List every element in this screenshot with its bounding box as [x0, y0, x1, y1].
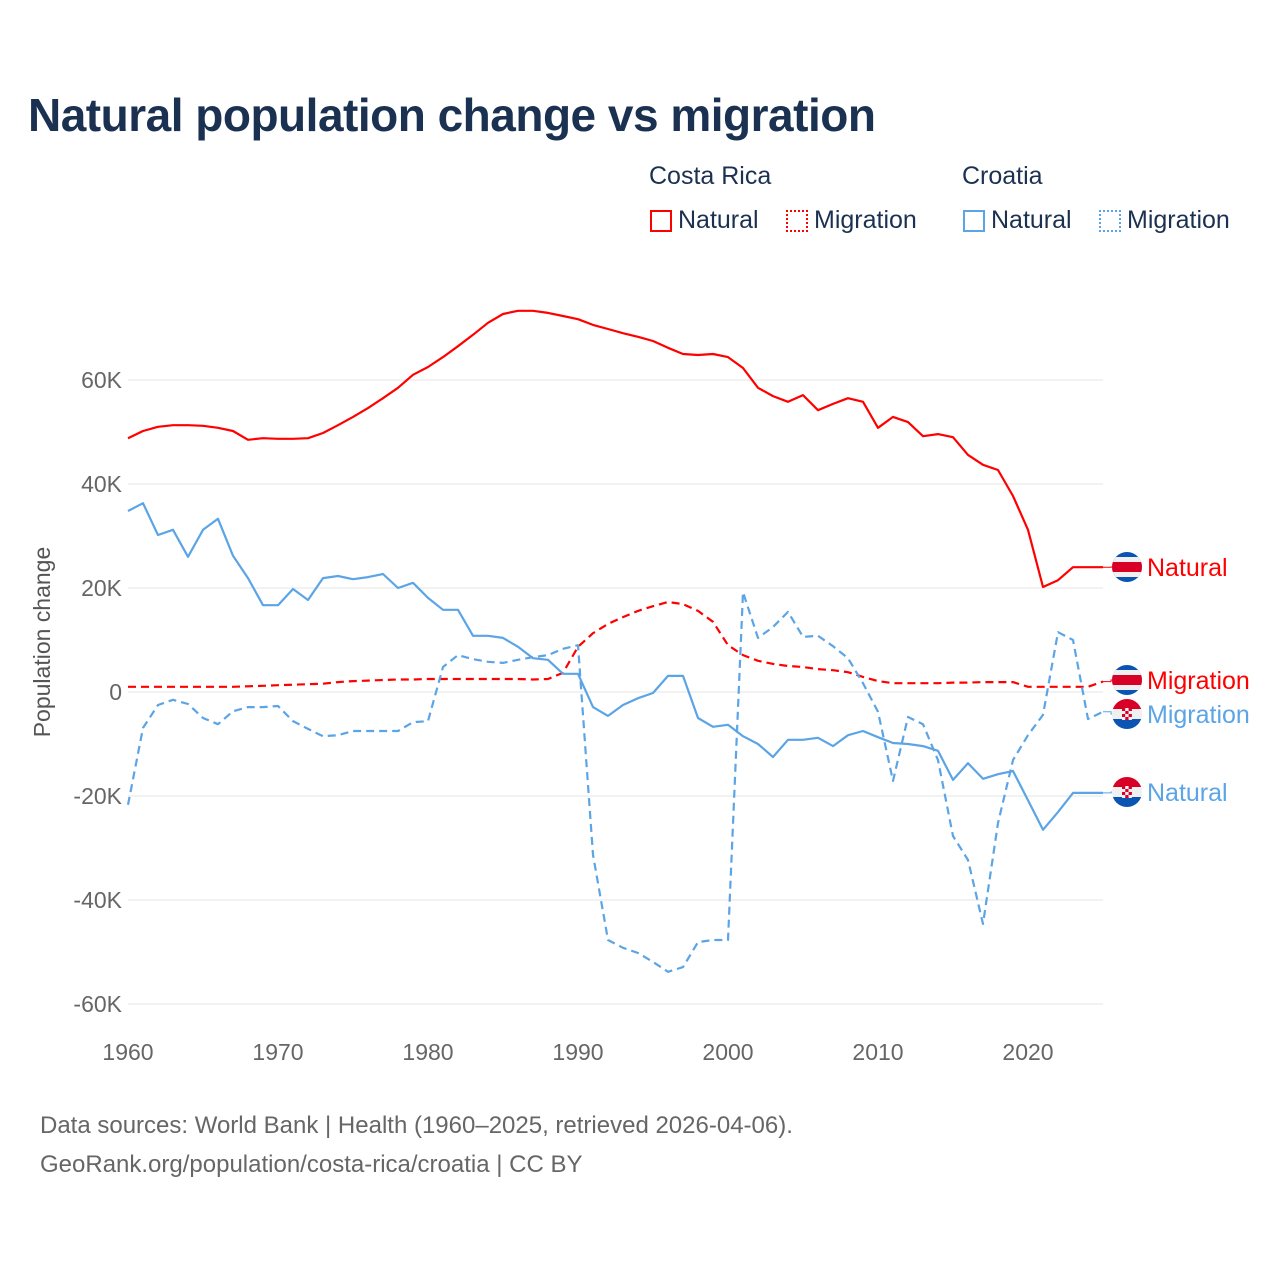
legend-item-croatia-natural[interactable]: Natural: [963, 206, 1072, 235]
croatia-flag-icon: [1112, 699, 1142, 729]
legend-group-croatia: Croatia Natural Migration: [962, 162, 1230, 234]
series-line-croatia-migration: [126, 591, 1104, 973]
legend-country-label: Costa Rica: [649, 162, 772, 190]
end-label: Migration: [1147, 667, 1250, 695]
x-tick-label: 2020: [1002, 1039, 1053, 1065]
y-tick-label: -20K: [73, 783, 122, 809]
footer: Data sources: World Bank | Health (1960–…: [40, 1106, 793, 1184]
gridlines: [128, 379, 1103, 1005]
costa-rica-flag-icon: [1112, 665, 1142, 695]
y-tick-label: -60K: [73, 991, 122, 1017]
legend-item-costa-rica-migration[interactable]: Migration: [786, 206, 917, 235]
end-label: Migration: [1147, 701, 1250, 729]
data-source-note: Data sources: World Bank | Health (1960–…: [40, 1112, 793, 1139]
x-tick-label: 1970: [252, 1039, 303, 1065]
legend-swatch-solid: [963, 209, 985, 232]
x-tick-label: 1960: [102, 1039, 153, 1065]
series-line-croatia-natural: [127, 502, 1103, 831]
y-tick-label: 20K: [81, 575, 123, 601]
x-tick-label: 2000: [702, 1039, 753, 1065]
legend-swatch-dotted: [1099, 209, 1121, 232]
x-tick-label: 1990: [552, 1039, 603, 1065]
end-labels: Natural Migration Migration Natural: [1103, 552, 1250, 807]
legend-label: Migration: [814, 206, 917, 234]
end-label: Natural: [1147, 779, 1228, 807]
x-axis-ticks: 1960 1970 1980 1990 2000 2010 2020: [102, 1039, 1053, 1065]
y-tick-label: -40K: [73, 887, 122, 913]
x-tick-label: 1980: [402, 1039, 453, 1065]
series-line-costa-rica-natural: [127, 309, 1103, 589]
x-tick-label: 2010: [852, 1039, 903, 1065]
croatia-flag-icon: [1112, 777, 1142, 807]
series-line-costa-rica-migration: [128, 600, 1104, 688]
y-tick-label: 60K: [81, 367, 123, 393]
legend-country-label: Croatia: [962, 162, 1043, 190]
series-lines: [126, 309, 1104, 973]
legend-label: Migration: [1127, 206, 1230, 234]
y-tick-label: 40K: [81, 471, 123, 497]
y-tick-label: 0: [109, 679, 122, 705]
legend-swatch-dotted: [786, 209, 808, 232]
y-axis-label: Population change: [29, 547, 55, 738]
legend-label: Natural: [991, 206, 1072, 234]
legend-item-costa-rica-natural[interactable]: Natural: [650, 206, 759, 235]
legend-label: Natural: [678, 206, 759, 234]
legend-item-croatia-migration[interactable]: Migration: [1099, 206, 1230, 235]
costa-rica-flag-icon: [1112, 552, 1142, 582]
attribution-link[interactable]: GeoRank.org/population/costa-rica/croati…: [40, 1151, 583, 1178]
legend-group-costa-rica: Costa Rica Natural Migration: [649, 162, 917, 234]
legend-swatch-solid: [650, 209, 672, 232]
end-label: Natural: [1147, 554, 1228, 582]
y-axis-ticks: 60K 40K 20K 0 -20K -40K -60K: [73, 367, 122, 1017]
chart-title: Natural population change vs migration: [28, 89, 876, 141]
